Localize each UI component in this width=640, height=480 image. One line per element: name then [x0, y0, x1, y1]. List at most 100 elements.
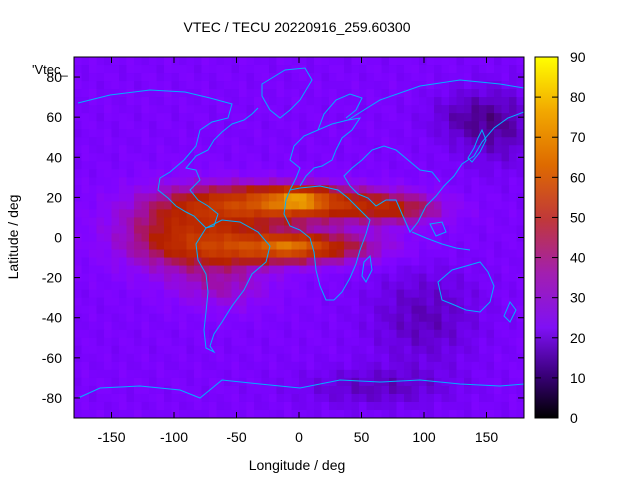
heatmap-cell [141, 145, 150, 154]
heatmap-cell [284, 137, 293, 146]
heatmap-cell [351, 353, 360, 363]
colorbar-tick-label: 10 [570, 370, 586, 386]
heatmap-cell [411, 65, 420, 74]
heatmap-cell [351, 241, 360, 251]
heatmap-cell [179, 137, 188, 146]
heatmap-cell [216, 201, 225, 211]
heatmap-cell [276, 73, 285, 82]
heatmap-cell [456, 57, 465, 66]
heatmap-cell [404, 337, 413, 347]
heatmap-cell [141, 129, 150, 138]
heatmap-cell [156, 105, 165, 114]
heatmap-cell [119, 321, 128, 331]
heatmap-cell [344, 297, 353, 307]
heatmap-cell [284, 257, 293, 267]
heatmap-cell [164, 369, 173, 379]
heatmap-cell [126, 65, 135, 74]
heatmap-cell [149, 313, 158, 323]
heatmap-cell [486, 209, 495, 219]
heatmap-cell [411, 345, 420, 355]
heatmap-cell [104, 177, 113, 186]
heatmap-cell [89, 209, 98, 219]
coastline-africa [283, 185, 371, 301]
heatmap-cell [261, 249, 270, 259]
heatmap-cell [434, 161, 443, 170]
heatmap-cell [389, 393, 398, 403]
heatmap-cell [321, 161, 330, 170]
heatmap-cell [231, 313, 240, 323]
heatmap-cell [434, 81, 443, 90]
heatmap-cell [111, 385, 120, 395]
heatmap-cell [261, 337, 270, 347]
heatmap-cell [201, 201, 210, 211]
heatmap-cell [479, 81, 488, 90]
x-tick-label: 150 [475, 429, 499, 445]
heatmap-cell [284, 177, 293, 186]
heatmap-cell [434, 265, 443, 275]
heatmap-cell [194, 89, 203, 98]
heatmap-cell [171, 65, 180, 74]
heatmap-cell [186, 57, 195, 66]
heatmap-cell [156, 361, 165, 371]
heatmap-cell [389, 57, 398, 66]
heatmap-cell [336, 313, 345, 323]
heatmap-cell [374, 265, 383, 275]
heatmap-cell [396, 129, 405, 138]
heatmap-cell [104, 265, 113, 275]
heatmap-cell [486, 137, 495, 146]
heatmap-cell [299, 57, 308, 66]
heatmap-cell [231, 401, 240, 411]
heatmap-cell [239, 193, 248, 202]
heatmap-cell [74, 385, 83, 395]
heatmap-cell [329, 97, 338, 106]
heatmap-cell [374, 217, 383, 227]
heatmap-cell [456, 225, 465, 235]
heatmap-cell [381, 193, 390, 202]
heatmap-cell [516, 249, 524, 259]
heatmap-cell [404, 73, 413, 82]
heatmap-cell [209, 209, 218, 219]
heatmap-cell [441, 97, 450, 106]
heatmap-cell [231, 161, 240, 170]
colorbar-tick-label: 60 [570, 169, 586, 185]
heatmap-cell [464, 97, 473, 106]
heatmap-cell [501, 201, 510, 211]
heatmap-cell [134, 137, 143, 146]
heatmap-cell [351, 337, 360, 347]
heatmap-cell [479, 361, 488, 371]
heatmap-cell [276, 329, 285, 339]
heatmap-cell [426, 201, 435, 211]
heatmap-cell [186, 129, 195, 138]
heatmap-cell [381, 81, 390, 90]
heatmap-cell [381, 361, 390, 371]
heatmap-cell [284, 409, 293, 418]
heatmap-cell [81, 289, 90, 299]
heatmap-cell [449, 121, 458, 130]
heatmap-cell [254, 105, 263, 114]
heatmap-cell [464, 129, 473, 138]
heatmap-cell [81, 329, 90, 339]
heatmap-cell [426, 281, 435, 291]
heatmap-cell [419, 225, 428, 235]
heatmap-cell [314, 201, 323, 211]
heatmap-cell [246, 161, 255, 170]
heatmap-cell [321, 57, 330, 66]
heatmap-cell [366, 113, 375, 122]
heatmap-cell [209, 121, 218, 130]
heatmap-cell [441, 169, 450, 178]
heatmap-cell [434, 241, 443, 251]
heatmap-cell [486, 129, 495, 138]
heatmap-cell [486, 409, 495, 418]
heatmap-cell [374, 249, 383, 259]
heatmap-cell [336, 121, 345, 130]
heatmap-cell [464, 353, 473, 363]
heatmap-cell [186, 137, 195, 146]
heatmap-cell [134, 265, 143, 275]
heatmap-cell [201, 217, 210, 227]
heatmap-cell [254, 89, 263, 98]
heatmap-cell [254, 137, 263, 146]
heatmap-cell [404, 129, 413, 138]
heatmap-cell [464, 169, 473, 178]
heatmap-cell [254, 225, 263, 235]
heatmap-cell [351, 233, 360, 243]
